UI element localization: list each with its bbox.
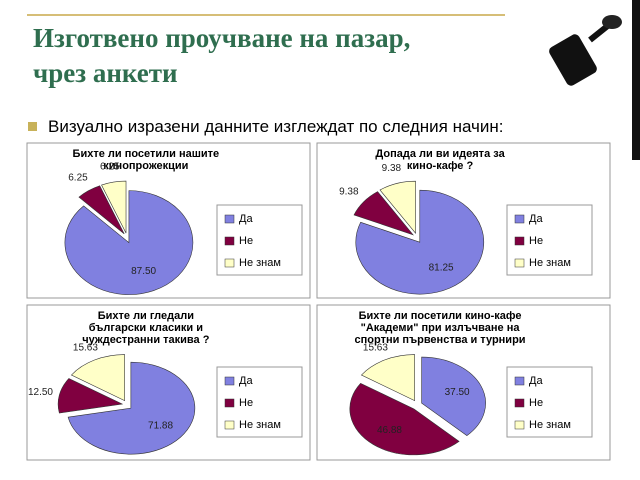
pie-slice: [70, 354, 125, 402]
chart-title: "Академи" при излъчване на: [361, 322, 521, 334]
legend-swatch: [514, 258, 525, 268]
pie-slice: [349, 382, 460, 456]
value-label: 87.50: [131, 266, 156, 277]
legend-label: Не: [239, 397, 253, 409]
legend-swatch: [224, 420, 235, 430]
chart-title: Бихте ли гледали: [98, 310, 194, 322]
legend-swatch: [514, 236, 525, 246]
legend-swatch: [514, 398, 525, 408]
value-label: 15.63: [73, 342, 98, 353]
legend-swatch: [224, 258, 235, 268]
microphone-icon: [549, 15, 622, 86]
value-label: 9.38: [339, 187, 359, 198]
slide-title-line: чрез анкети: [33, 58, 178, 88]
chart-title: кино-кафе ?: [407, 160, 474, 172]
legend-label: Да: [239, 375, 253, 387]
slide-title-line: Изготвено проучване на пазар,: [33, 23, 410, 53]
edge-bar: [632, 0, 640, 160]
pie-slice: [101, 180, 127, 234]
value-label: 71.88: [148, 420, 173, 431]
chart-title: Бихте ли посетили нашите: [73, 148, 220, 160]
legend-swatch: [514, 376, 525, 386]
chart-title: Допада ли ви идеята за: [375, 148, 505, 160]
legend-label: Не: [239, 235, 253, 247]
legend-label: Не знам: [239, 257, 281, 269]
chart-title: кинопрожекции: [103, 160, 188, 172]
legend-label: Не: [529, 397, 543, 409]
value-label: 37.50: [445, 387, 470, 398]
chart-title: чуждестранни такива ?: [82, 334, 209, 346]
pie-slice: [379, 180, 416, 235]
legend-swatch: [514, 214, 525, 224]
bullet-text: Визуално изразени данните изглеждат по с…: [48, 117, 504, 136]
pie-slice: [67, 361, 196, 455]
pie-slice: [360, 354, 415, 402]
pie-slice: [355, 189, 485, 295]
value-label: 15.63: [363, 342, 388, 353]
legend-label: Да: [239, 213, 253, 225]
chart-title: Бихте ли посетили кино-кафе: [359, 310, 522, 322]
pie-slice: [64, 190, 194, 295]
pie-slice: [78, 185, 125, 235]
pie-slice: [57, 378, 124, 414]
value-label: 46.88: [377, 425, 402, 436]
value-label: 81.25: [429, 263, 454, 274]
legend-swatch: [224, 214, 235, 224]
legend-label: Не: [529, 235, 543, 247]
legend-label: Не знам: [529, 419, 571, 431]
value-label: 6.25: [68, 172, 88, 183]
chart-title: български класики и: [89, 322, 203, 334]
legend-label: Да: [529, 213, 543, 225]
value-label: 9.38: [382, 163, 402, 174]
legend-label: Не знам: [239, 419, 281, 431]
value-label: 6.25: [100, 161, 120, 172]
pie-slice: [353, 191, 415, 236]
chart-title: спортни първенства и турнири: [355, 334, 526, 346]
value-label: 12.50: [28, 387, 53, 398]
legend-swatch: [224, 398, 235, 408]
legend-swatch: [224, 236, 235, 246]
legend-label: Не знам: [529, 257, 571, 269]
bullet-marker: [28, 122, 37, 131]
legend-swatch: [514, 420, 525, 430]
pie-slice: [421, 356, 486, 436]
legend-label: Да: [529, 375, 543, 387]
legend-swatch: [224, 376, 235, 386]
